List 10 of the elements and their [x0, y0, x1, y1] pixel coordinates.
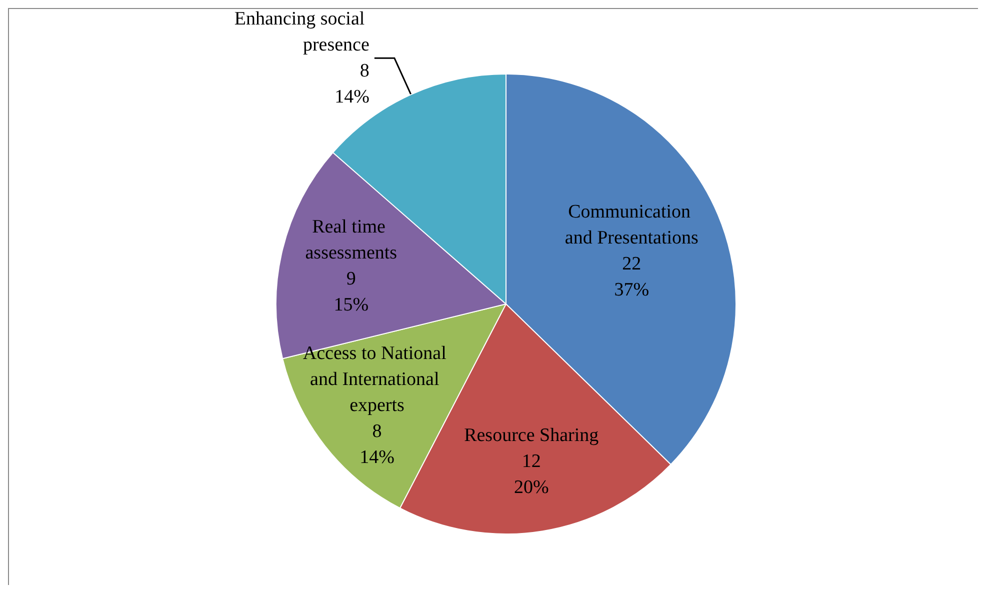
slice-label: Resource Sharing	[464, 424, 600, 446]
data-label: 8 14%	[334, 60, 370, 108]
data-label: 12 20%	[514, 450, 549, 498]
slice-label: Communication and Presentations	[564, 201, 698, 248]
data-label: 8 14%	[360, 420, 395, 468]
slice-label: Access to National and International experts	[302, 342, 452, 416]
data-label: 9 15%	[334, 268, 369, 316]
slice-label: Enhancing social presence	[234, 8, 370, 56]
slice-label: Real time assessments	[305, 216, 398, 264]
data-label: 22 37%	[614, 253, 650, 300]
